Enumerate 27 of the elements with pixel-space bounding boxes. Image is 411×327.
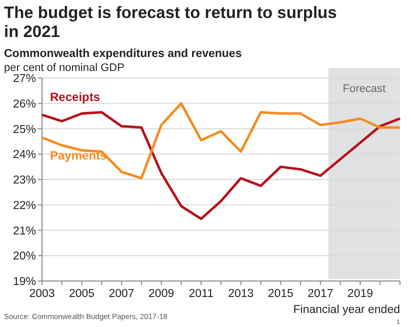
y-tick-label: 23% — [12, 174, 36, 186]
y-tick-label: 26% — [12, 98, 36, 110]
x-tick-label: 2015 — [268, 288, 294, 300]
x-tick-label: 2019 — [347, 288, 374, 300]
y-axis-title: per cent of nominal GDP — [4, 62, 124, 74]
y-tick-label: 25% — [12, 124, 36, 136]
series-label: Receipts — [50, 90, 100, 104]
y-tick-label: 27% — [12, 73, 36, 85]
series-label: Payments — [50, 148, 108, 163]
line-series — [40, 102, 402, 180]
y-tick-label: 22% — [12, 200, 36, 212]
y-tick-label: 21% — [12, 225, 36, 238]
x-axis-title: Financial year ended — [293, 304, 400, 316]
x-tick-label: 2017 — [308, 288, 334, 300]
band-label: Forecast — [342, 83, 386, 95]
x-tick-label: 2009 — [148, 288, 174, 300]
x-tick-label: 2007 — [108, 288, 134, 300]
x-tick-label: 2011 — [188, 288, 214, 300]
x-tick-label: 2013 — [228, 288, 254, 300]
y-tick-label: 19% — [12, 276, 36, 288]
y-tick-label: 24% — [12, 149, 36, 162]
line-series — [40, 111, 402, 220]
x-tick-label: 2005 — [68, 288, 95, 300]
chart-subtitle: Commonwealth expenditures and revenues — [4, 48, 242, 60]
x-tick-label: 2003 — [29, 288, 55, 300]
y-tick-label: 20% — [12, 250, 36, 263]
chart-title: The budget is forecast to return to surplus in 2021 — [4, 4, 337, 41]
